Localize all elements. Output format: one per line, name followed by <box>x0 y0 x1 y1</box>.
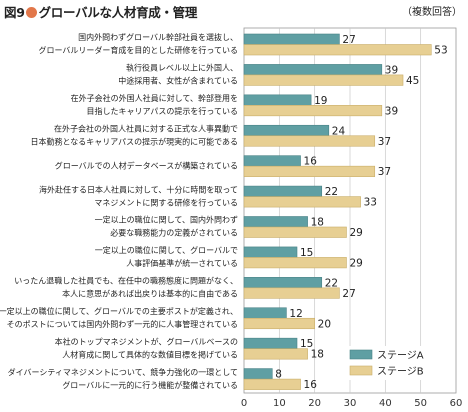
data-label: 16 <box>304 156 318 168</box>
multiple-answer-note: （複数回答） <box>402 7 462 18</box>
bar-stage-b <box>243 317 315 330</box>
figure-header: 図9 グローバルな人材育成・管理 （複数回答） <box>0 0 468 22</box>
figure-title-text: グローバルな人材育成・管理 <box>38 5 198 20</box>
bar-stage-b <box>243 348 308 360</box>
data-label: 37 <box>378 136 391 148</box>
bar-stage-a <box>243 124 330 137</box>
category-label: 在外子会社の外国人社員に対する正式な人事異動で <box>54 123 238 133</box>
data-label: 33 <box>364 197 377 209</box>
bar-stage-b <box>243 165 376 177</box>
category-label: グローバルに一元的に行う機能が整備されている <box>62 380 238 390</box>
data-label: 39 <box>385 64 398 76</box>
data-label: 27 <box>342 34 355 46</box>
data-label: 20 <box>318 318 331 330</box>
x-tick-label: 30 <box>344 398 357 409</box>
x-tick-label: 0 <box>241 398 247 409</box>
data-label: 24 <box>332 125 346 137</box>
title-dot-icon <box>25 7 37 18</box>
data-label: 29 <box>349 227 362 239</box>
x-tick-label: 40 <box>379 398 392 409</box>
bar-stage-a <box>243 64 383 76</box>
bar-stage-a <box>243 277 323 289</box>
data-label: 45 <box>406 75 419 87</box>
data-label: 18 <box>311 217 324 229</box>
figure-title: 図9 グローバルな人材育成・管理 <box>4 2 197 21</box>
bar-stage-a <box>243 155 301 167</box>
data-label: 8 <box>275 369 282 381</box>
bar-stage-b <box>243 44 432 56</box>
bar-stage-b <box>243 74 404 86</box>
legend-label: ステージA <box>377 351 424 362</box>
bar-stage-a <box>243 368 273 380</box>
legend-label: ステージB <box>377 367 424 378</box>
category-label: 必要な職務能力の定義がされている <box>110 228 238 238</box>
category-label: 海外赴任する日本人社員に対して、十分に時間を取って <box>39 184 238 194</box>
figure-number: 図9 <box>4 5 25 20</box>
category-label: 一定以上の職位に関して、国内外問わず <box>95 215 238 225</box>
data-label: 22 <box>325 186 338 198</box>
data-label: 22 <box>325 277 338 289</box>
data-label: 29 <box>349 257 362 269</box>
data-label: 15 <box>300 247 313 259</box>
data-label: 18 <box>311 349 324 361</box>
bar-stage-a <box>243 33 340 45</box>
category-label: そのポストについては国内外問わず一元的に人事管理されている <box>7 319 238 329</box>
bar-stage-a <box>243 185 323 197</box>
category-label: 在外子会社の外国人社員に対して、幹部登用を <box>71 93 238 103</box>
category-label: 国内外問わずグローバル幹部社員を選抜し、 <box>78 32 238 42</box>
bar-stage-b <box>243 196 361 208</box>
data-label: 53 <box>434 45 447 57</box>
bar-stage-a <box>243 246 298 258</box>
category-label: グローバルでの人材データベースが構築されている <box>55 160 238 170</box>
bar-stage-b <box>243 378 301 390</box>
x-tick-label: 50 <box>414 398 427 409</box>
category-label: グローバルリーダー育成を目的とした研修を行っている <box>38 45 238 55</box>
category-label: 人材育成に関して具体的な数値目標を掲げている <box>62 349 238 359</box>
data-label: 27 <box>342 288 355 300</box>
bar-stage-a <box>243 337 298 349</box>
data-label: 39 <box>385 105 398 117</box>
data-label: 15 <box>300 338 313 350</box>
category-label: 本社のトップマネジメントが、グローバルベースの <box>55 336 238 346</box>
data-label: 12 <box>289 308 302 320</box>
bar-stage-b <box>243 135 376 147</box>
x-tick-label: 60 <box>450 398 463 409</box>
bar-stage-a <box>243 94 312 106</box>
category-label: 執行役員レベル以上に外国人、 <box>126 63 238 73</box>
category-label: 人事評価基準が統一されている <box>126 258 238 268</box>
category-label: ダイバーシティマネジメントについて、競争力強化の一環として <box>8 367 238 377</box>
category-label: マネジメントに関する研修を行っている <box>94 197 238 207</box>
category-label: いったん退職した社員でも、在任中の職務態度に問題がなく、 <box>14 276 238 286</box>
category-label: 一定以上の職位に関して、グローバルで <box>95 245 238 255</box>
bar-stage-b <box>243 105 383 117</box>
bar-stage-b <box>243 287 340 299</box>
category-label: 中途採用者、女性が含まれている <box>118 76 238 86</box>
category-label: 本人に意思があれば出戻りは基本的に自由である <box>62 289 238 299</box>
bar-stage-a <box>243 307 287 319</box>
data-label: 16 <box>304 379 318 391</box>
bar-stage-b <box>243 257 347 269</box>
legend-swatch-stage-a <box>349 349 373 360</box>
category-label: 一定以上の職位に関して、グローバルでの主要ポストが定義され、 <box>0 306 238 316</box>
bar-stage-a <box>243 216 308 228</box>
legend-swatch-stage-b <box>349 365 373 376</box>
category-label: 日本勤務となるキャリアパスの提示が現実的に可能である <box>30 136 238 146</box>
category-label: 目指したキャリアパスの提示を行っている <box>87 106 238 116</box>
x-tick-label: 10 <box>273 398 286 409</box>
data-label: 37 <box>378 166 391 178</box>
data-label: 19 <box>314 95 327 107</box>
bar-stage-b <box>243 226 347 238</box>
x-tick-label: 20 <box>308 398 321 409</box>
